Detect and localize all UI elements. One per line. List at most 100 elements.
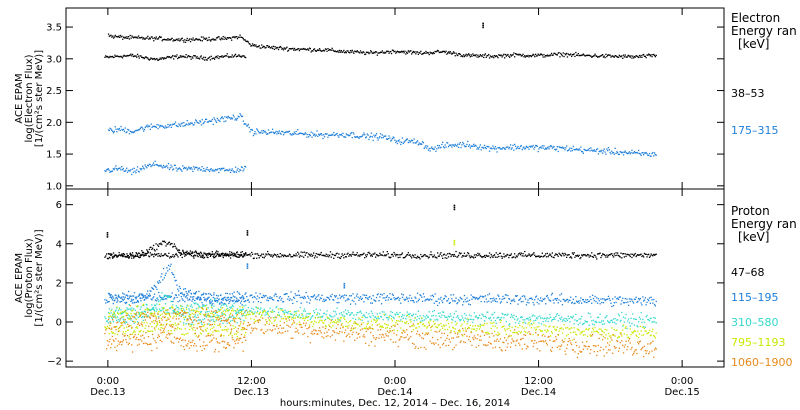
- data-point: [191, 300, 193, 302]
- data-point: [498, 317, 500, 319]
- data-point: [651, 299, 653, 301]
- data-point: [173, 245, 175, 248]
- data-point: [186, 320, 188, 322]
- data-point: [124, 36, 126, 38]
- data-point: [469, 257, 471, 259]
- data-point: [437, 50, 440, 52]
- data-point: [220, 253, 223, 255]
- data-point: [182, 250, 184, 252]
- data-point: [649, 317, 651, 320]
- data-point: [305, 252, 307, 254]
- data-point: [138, 312, 141, 314]
- data-point: [326, 50, 328, 52]
- data-point: [315, 50, 317, 52]
- data-point: [527, 323, 529, 325]
- data-point: [150, 330, 152, 332]
- data-point: [229, 56, 232, 58]
- data-point: [372, 315, 374, 317]
- data-point: [383, 255, 385, 257]
- data-point: [151, 304, 153, 306]
- data-point: [268, 319, 270, 321]
- data-point: [153, 304, 156, 306]
- data-point: [167, 264, 170, 267]
- data-point: [264, 314, 266, 316]
- data-point: [577, 149, 579, 151]
- data-point: [455, 297, 457, 299]
- data-point: [509, 302, 512, 305]
- series-115-195: [104, 263, 657, 308]
- data-point: [559, 317, 561, 319]
- data-point: [401, 50, 403, 52]
- data-point: [142, 293, 144, 295]
- data-point: [246, 267, 249, 269]
- data-point: [351, 325, 353, 327]
- data-point: [215, 255, 217, 257]
- data-point: [654, 153, 656, 156]
- data-point: [522, 147, 524, 149]
- data-point: [188, 166, 190, 168]
- data-point: [542, 321, 544, 323]
- data-point: [447, 318, 449, 320]
- data-point: [439, 329, 441, 331]
- data-point: [655, 253, 657, 255]
- data-point: [262, 296, 264, 299]
- data-point: [132, 55, 135, 58]
- data-point: [308, 302, 311, 304]
- data-point: [131, 55, 133, 57]
- data-point: [436, 318, 438, 320]
- data-point: [152, 244, 155, 247]
- data-point: [172, 323, 174, 326]
- data-point: [398, 316, 400, 318]
- data-point: [180, 123, 182, 125]
- data-point: [360, 51, 363, 54]
- data-point: [614, 296, 616, 298]
- data-point: [496, 317, 498, 319]
- data-point: [588, 300, 590, 302]
- data-point: [595, 320, 597, 322]
- data-point: [550, 331, 553, 333]
- data-point: [279, 253, 281, 255]
- data-point: [308, 324, 311, 326]
- data-point: [225, 303, 227, 305]
- data-point: [131, 257, 133, 259]
- data-point: [623, 56, 625, 58]
- data-point: [453, 253, 455, 256]
- data-point: [385, 313, 387, 315]
- data-point: [624, 327, 626, 329]
- data-point: [226, 307, 229, 310]
- data-point: [478, 328, 481, 330]
- data-point: [268, 297, 270, 299]
- data-point: [334, 311, 337, 313]
- data-point: [117, 311, 119, 313]
- data-point: [108, 312, 110, 315]
- data-point: [602, 150, 605, 152]
- data-point: [560, 316, 563, 318]
- data-point: [419, 315, 421, 317]
- data-point: [521, 326, 523, 328]
- data-point: [122, 311, 125, 313]
- data-point: [244, 312, 246, 314]
- data-point: [167, 330, 170, 332]
- data-point: [629, 153, 631, 155]
- data-point: [282, 131, 284, 133]
- data-point: [273, 132, 275, 135]
- data-point: [153, 57, 155, 60]
- data-point: [583, 322, 585, 324]
- data-point: [461, 144, 463, 146]
- data-point: [629, 300, 631, 303]
- data-point: [143, 168, 145, 170]
- data-point: [614, 147, 616, 149]
- data-point: [545, 256, 548, 258]
- legend-title-line: Energy ran: [731, 24, 797, 38]
- data-point: [461, 298, 463, 300]
- data-point: [622, 253, 625, 255]
- data-point: [151, 36, 153, 38]
- data-point: [275, 293, 277, 296]
- data-point: [148, 330, 150, 332]
- data-point: [256, 46, 258, 48]
- data-point: [344, 253, 346, 255]
- data-point: [413, 138, 415, 140]
- data-point: [276, 324, 278, 326]
- data-point: [459, 142, 461, 144]
- data-point: [484, 53, 486, 55]
